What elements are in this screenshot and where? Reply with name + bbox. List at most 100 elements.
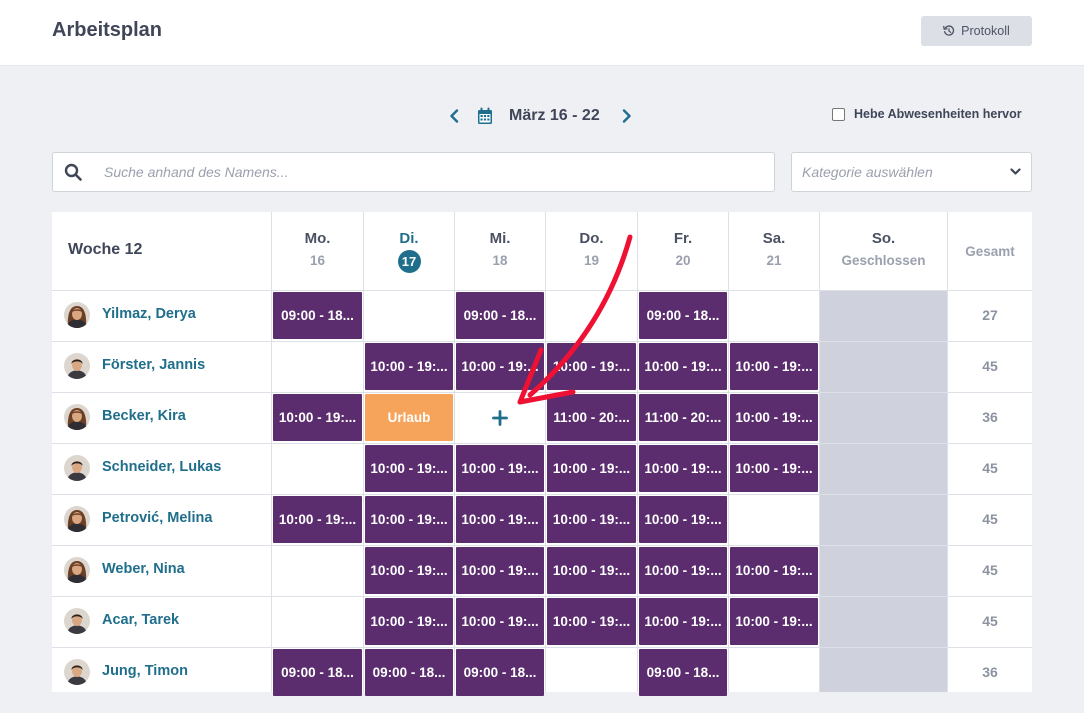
employee-total-hours: 27 xyxy=(982,307,998,323)
female-avatar-icon xyxy=(64,557,90,583)
highlight-absences-checkbox[interactable] xyxy=(832,107,845,121)
male-avatar-icon xyxy=(64,455,90,481)
shift-block[interactable]: 09:00 - 18... xyxy=(639,649,727,696)
day-header: Mi. 18 xyxy=(455,230,545,268)
shift-block[interactable]: 10:00 - 19:... xyxy=(639,496,727,543)
shift-block[interactable]: 11:00 - 20:... xyxy=(547,394,636,441)
shift-block[interactable]: 10:00 - 19:... xyxy=(547,343,636,390)
shift-block[interactable]: 10:00 - 19:... xyxy=(547,496,636,543)
page-title: Arbeitsplan xyxy=(52,19,163,41)
row-divider xyxy=(52,494,1032,495)
search-box xyxy=(52,152,775,192)
day-name: Fr. xyxy=(673,230,693,247)
employee-total-hours: 36 xyxy=(982,664,998,680)
day-number: 18 xyxy=(492,253,508,268)
day-name: Mi. xyxy=(489,230,511,247)
total-header: Gesamt xyxy=(965,244,1015,259)
employee-total-hours: 45 xyxy=(982,613,998,629)
employee-name[interactable]: Yilmaz, Derya xyxy=(102,306,196,322)
female-avatar-icon xyxy=(64,302,90,328)
calendar-icon[interactable] xyxy=(477,107,493,125)
shift-block[interactable]: 10:00 - 19:... xyxy=(639,445,727,492)
shift-block[interactable]: 10:00 - 19:... xyxy=(273,394,362,441)
employee-total-hours: 36 xyxy=(982,409,998,425)
column-divider xyxy=(728,212,729,692)
highlight-absences-label: Hebe Abwesenheiten hervor xyxy=(854,107,1022,121)
category-placeholder: Kategorie auswählen xyxy=(802,164,933,180)
day-header: Mo. 16 xyxy=(272,230,363,268)
shift-block[interactable]: 10:00 - 19:... xyxy=(456,343,544,390)
shift-block[interactable]: 10:00 - 19:... xyxy=(547,445,636,492)
next-week-button[interactable] xyxy=(620,106,634,126)
employee-name[interactable]: Jung, Timon xyxy=(102,663,188,679)
shift-block[interactable]: 10:00 - 19:... xyxy=(547,547,636,594)
shift-block[interactable]: 10:00 - 19:... xyxy=(365,598,453,645)
shift-block[interactable]: 10:00 - 19:... xyxy=(456,598,544,645)
day-header: Sa. 21 xyxy=(729,230,819,268)
column-divider xyxy=(363,212,364,692)
day-name: Di. xyxy=(399,230,419,247)
row-divider xyxy=(52,290,1032,291)
previous-week-button[interactable] xyxy=(447,106,461,126)
add-shift-button[interactable] xyxy=(456,394,544,442)
row-divider xyxy=(52,443,1032,444)
male-avatar-icon xyxy=(64,659,90,685)
male-avatar-icon xyxy=(64,353,90,379)
employee-name[interactable]: Petrović, Melina xyxy=(102,510,213,526)
shift-block[interactable]: 10:00 - 19:... xyxy=(273,496,362,543)
row-divider xyxy=(52,392,1032,393)
shift-block[interactable]: 09:00 - 18... xyxy=(365,649,453,696)
shift-block[interactable]: 09:00 - 18... xyxy=(639,292,727,339)
top-bar: Arbeitsplan Protokoll xyxy=(0,0,1084,66)
category-select[interactable]: Kategorie auswählen xyxy=(791,152,1032,192)
employee-name[interactable]: Weber, Nina xyxy=(102,561,185,577)
shift-block[interactable]: 10:00 - 19:... xyxy=(730,343,818,390)
shift-block[interactable]: 10:00 - 19:... xyxy=(365,343,453,390)
shift-block[interactable]: 09:00 - 18... xyxy=(456,649,544,696)
female-avatar-icon xyxy=(64,404,90,430)
female-avatar-icon xyxy=(64,506,90,532)
shift-block[interactable]: 10:00 - 19:... xyxy=(365,445,453,492)
employee-name[interactable]: Becker, Kira xyxy=(102,408,186,424)
sunday-closed-column xyxy=(820,291,947,692)
day-name: Do. xyxy=(579,230,604,247)
day-number: 19 xyxy=(583,253,600,268)
day-name: Mo. xyxy=(304,230,331,247)
vacation-block[interactable]: Urlaub xyxy=(365,394,453,441)
day-number: 20 xyxy=(675,253,691,268)
shift-block[interactable]: 09:00 - 18... xyxy=(456,292,544,339)
shift-block[interactable]: 10:00 - 19:... xyxy=(730,547,818,594)
today-date-badge: 17 xyxy=(397,250,421,273)
employee-name[interactable]: Förster, Jannis xyxy=(102,357,206,373)
protokoll-button[interactable]: Protokoll xyxy=(921,16,1032,46)
day-header: So. Geschlossen xyxy=(820,230,947,268)
shift-block[interactable]: 10:00 - 19:... xyxy=(456,445,544,492)
shift-block[interactable]: 09:00 - 18... xyxy=(273,649,362,696)
employee-total-hours: 45 xyxy=(982,511,998,527)
shift-block[interactable]: 11:00 - 20:... xyxy=(639,394,727,441)
shift-block[interactable]: 10:00 - 19:... xyxy=(639,547,727,594)
week-navigation: März 16 - 22 xyxy=(447,104,634,128)
shift-block[interactable]: 10:00 - 19:... xyxy=(639,343,727,390)
shift-block[interactable]: 10:00 - 19:... xyxy=(547,598,636,645)
schedule-table: Woche 12 Gesamt Mo. 16 Di. 17 Mi. 18 Do. 19 Fr. 2… xyxy=(52,212,1032,696)
day-number: 21 xyxy=(766,253,782,268)
column-divider xyxy=(637,212,638,692)
shift-block[interactable]: 10:00 - 19:... xyxy=(456,496,544,543)
shift-block[interactable]: 10:00 - 19:... xyxy=(730,394,818,441)
protokoll-label: Protokoll xyxy=(961,24,1010,38)
column-divider xyxy=(545,212,546,692)
day-header: Fr. 20 xyxy=(638,230,728,268)
shift-block[interactable]: 10:00 - 19:... xyxy=(456,547,544,594)
employee-name[interactable]: Schneider, Lukas xyxy=(102,459,222,475)
shift-block[interactable]: 10:00 - 19:... xyxy=(639,598,727,645)
shift-block[interactable]: 10:00 - 19:... xyxy=(365,547,453,594)
column-divider xyxy=(454,212,455,692)
shift-block[interactable]: 09:00 - 18... xyxy=(273,292,362,339)
shift-block[interactable]: 10:00 - 19:... xyxy=(365,496,453,543)
search-input[interactable] xyxy=(104,164,704,180)
highlight-absences-toggle[interactable]: Hebe Abwesenheiten hervor xyxy=(832,107,1022,121)
shift-block[interactable]: 10:00 - 19:... xyxy=(730,445,818,492)
employee-name[interactable]: Acar, Tarek xyxy=(102,612,180,628)
shift-block[interactable]: 10:00 - 19:... xyxy=(730,598,818,645)
